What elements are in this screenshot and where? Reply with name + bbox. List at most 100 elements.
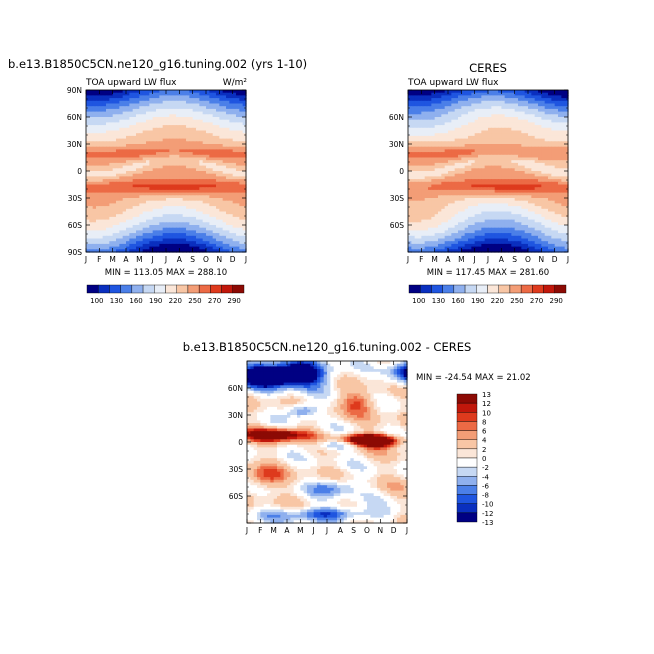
heatmap-cell bbox=[498, 138, 502, 142]
x-tick-label: J bbox=[84, 255, 87, 264]
heatmap-cell bbox=[212, 214, 217, 218]
heatmap-cell bbox=[508, 127, 512, 132]
heatmap-cell bbox=[511, 114, 516, 118]
heatmap-cell bbox=[216, 127, 220, 132]
heatmap-cell bbox=[418, 90, 422, 94]
heatmap-cell bbox=[226, 162, 230, 167]
heatmap-cell bbox=[216, 176, 220, 180]
heatmap-cell bbox=[471, 168, 476, 172]
heatmap-cell bbox=[202, 241, 207, 245]
heatmap-cell bbox=[209, 214, 214, 218]
heatmap-cell bbox=[564, 119, 569, 123]
heatmap-cell bbox=[478, 146, 482, 150]
heatmap-cell bbox=[554, 114, 559, 118]
heatmap-cell bbox=[531, 179, 536, 183]
heatmap-cell bbox=[544, 157, 549, 161]
heatmap-cell bbox=[142, 225, 147, 229]
heatmap-cell bbox=[431, 192, 436, 196]
heatmap-cell bbox=[212, 146, 217, 150]
heatmap-cell bbox=[96, 179, 100, 183]
heatmap-cell bbox=[156, 106, 160, 110]
heatmap-cell bbox=[242, 135, 247, 140]
heatmap-cell bbox=[438, 179, 442, 183]
heatmap-cell bbox=[96, 168, 100, 172]
heatmap-cell bbox=[478, 195, 482, 199]
heatmap-cell bbox=[484, 127, 489, 132]
heatmap-cell bbox=[534, 187, 539, 191]
heatmap-cell bbox=[524, 114, 529, 118]
heatmap-cell bbox=[96, 117, 100, 121]
heatmap-cell bbox=[242, 92, 247, 96]
heatmap-cell bbox=[176, 130, 180, 134]
heatmap-cell bbox=[99, 103, 104, 107]
heatmap-cell bbox=[162, 173, 167, 177]
heatmap-cell bbox=[129, 208, 134, 213]
heatmap-cell bbox=[186, 222, 190, 226]
heatmap-cell bbox=[142, 135, 147, 140]
heatmap-cell bbox=[159, 235, 164, 240]
heatmap-cell bbox=[438, 192, 442, 196]
heatmap-cell bbox=[448, 152, 452, 156]
heatmap-cell bbox=[514, 171, 519, 175]
heatmap-cell bbox=[96, 149, 100, 153]
heatmap-cell bbox=[478, 122, 482, 126]
heatmap-cell bbox=[544, 168, 549, 172]
heatmap-cell bbox=[441, 176, 446, 180]
heatmap-cell bbox=[524, 98, 529, 102]
heatmap-cell bbox=[206, 225, 210, 229]
heatmap-cell bbox=[122, 114, 127, 118]
heatmap-cell bbox=[199, 241, 204, 245]
heatmap-cell bbox=[239, 133, 244, 137]
heatmap-cell bbox=[484, 100, 489, 105]
heatmap-cell bbox=[541, 108, 546, 113]
heatmap-cell bbox=[408, 90, 412, 94]
heatmap-cell bbox=[182, 133, 187, 137]
heatmap-cell bbox=[448, 149, 452, 153]
heatmap-cell bbox=[488, 119, 492, 123]
heatmap-cell bbox=[216, 152, 220, 156]
heatmap-cell bbox=[219, 98, 224, 102]
heatmap-cell bbox=[434, 146, 439, 150]
heatmap-cell bbox=[146, 141, 150, 145]
heatmap-cell bbox=[454, 189, 459, 194]
heatmap-cell bbox=[484, 200, 489, 204]
heatmap-cell bbox=[96, 92, 100, 96]
heatmap-cell bbox=[551, 125, 556, 129]
heatmap-cell bbox=[236, 108, 240, 113]
heatmap-cell bbox=[239, 165, 244, 169]
heatmap-cell bbox=[551, 165, 556, 169]
heatmap-cell bbox=[182, 179, 187, 183]
heatmap-cell bbox=[189, 235, 194, 240]
heatmap-cell bbox=[428, 100, 432, 105]
heatmap-cell bbox=[411, 130, 416, 134]
heatmap-cell bbox=[498, 114, 502, 118]
heatmap-cell bbox=[106, 138, 110, 142]
heatmap-cell bbox=[428, 179, 432, 183]
heatmap-cell bbox=[414, 141, 419, 145]
heatmap-cell bbox=[89, 138, 94, 142]
heatmap-cell bbox=[448, 176, 452, 180]
heatmap-cell bbox=[481, 146, 486, 150]
heatmap-cell bbox=[514, 189, 519, 194]
heatmap-cell bbox=[468, 127, 472, 132]
heatmap-cell bbox=[192, 146, 197, 150]
heatmap-cell bbox=[189, 157, 194, 161]
heatmap-cell bbox=[122, 149, 127, 153]
heatmap-cell bbox=[146, 157, 150, 161]
heatmap-cell bbox=[239, 219, 244, 223]
heatmap-cell bbox=[156, 141, 160, 145]
heatmap-cell bbox=[126, 135, 130, 140]
heatmap-cell bbox=[236, 122, 240, 126]
heatmap-cell bbox=[558, 95, 562, 99]
heatmap-cell bbox=[106, 187, 110, 191]
heatmap-cell bbox=[196, 108, 200, 113]
heatmap-cell bbox=[411, 157, 416, 161]
heatmap-cell bbox=[106, 216, 110, 221]
heatmap-cell bbox=[109, 176, 114, 180]
heatmap-cell bbox=[159, 146, 164, 150]
heatmap-cell bbox=[152, 141, 157, 145]
heatmap-cell bbox=[209, 133, 214, 137]
heatmap-cell bbox=[112, 230, 117, 234]
heatmap-cell bbox=[156, 119, 160, 123]
heatmap-cell bbox=[494, 168, 499, 172]
